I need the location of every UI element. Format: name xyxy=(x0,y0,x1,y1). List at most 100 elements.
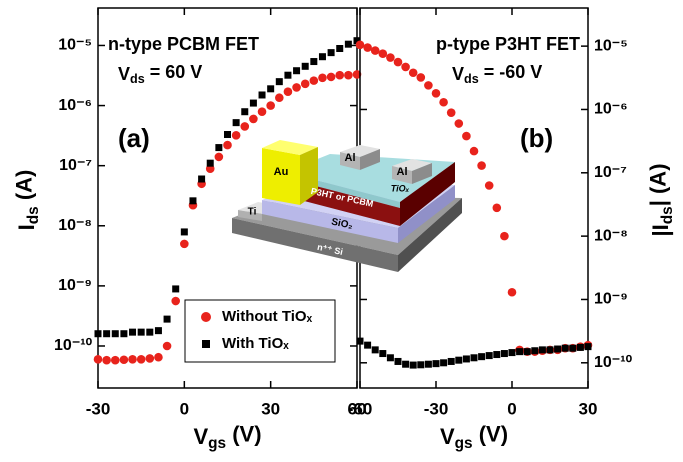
data-point xyxy=(172,285,179,292)
data-point xyxy=(180,240,189,249)
y-tick-label: 10⁻⁶ xyxy=(594,101,628,118)
data-point xyxy=(95,330,102,337)
data-point xyxy=(163,342,172,351)
data-point xyxy=(284,87,293,96)
data-point xyxy=(302,63,309,70)
data-point xyxy=(500,232,509,241)
data-point xyxy=(448,358,455,365)
data-point xyxy=(112,330,119,337)
data-point xyxy=(335,71,344,80)
inset-label: Al xyxy=(397,166,408,178)
text-part: V xyxy=(118,64,130,84)
inset-label: Al xyxy=(345,152,356,164)
data-point xyxy=(344,71,353,80)
data-point xyxy=(171,297,180,306)
text-part: | (A) xyxy=(645,163,670,206)
data-point xyxy=(275,93,284,102)
data-point xyxy=(249,115,258,124)
subscript: ds xyxy=(464,72,479,86)
data-point xyxy=(477,161,486,170)
data-point xyxy=(364,342,371,349)
data-point xyxy=(516,348,523,355)
data-point xyxy=(103,330,110,337)
data-point xyxy=(267,85,274,92)
data-point xyxy=(425,361,432,368)
subscript: ds xyxy=(25,206,42,224)
data-point xyxy=(462,132,471,141)
x-tick-label: -30 xyxy=(424,399,449,418)
data-point xyxy=(478,353,485,360)
y-tick-label: 10⁻¹⁰ xyxy=(594,354,633,371)
data-point xyxy=(531,347,538,354)
data-point xyxy=(224,131,231,138)
x-tick-label: 0 xyxy=(507,399,516,418)
device-inset: Au Al Al TiOₓ P3HT or PCBM SiO₂ Ti n⁺⁺ S… xyxy=(232,140,462,272)
x-tick-label: -60 xyxy=(348,399,373,418)
data-point xyxy=(198,176,205,183)
data-point xyxy=(463,355,470,362)
data-point xyxy=(319,53,326,60)
data-point xyxy=(128,355,137,364)
data-point xyxy=(410,362,417,369)
y-tick-label: 10⁻⁶ xyxy=(58,97,92,114)
text-part: (V) xyxy=(473,421,508,446)
subscript: gs xyxy=(208,435,226,452)
data-point xyxy=(417,361,424,368)
y-tick-label: 10⁻⁵ xyxy=(58,37,92,54)
data-point xyxy=(395,358,402,365)
y-axis-label: |Ids| (A) xyxy=(645,163,676,236)
data-point xyxy=(470,147,479,156)
data-point xyxy=(363,43,372,52)
data-point xyxy=(455,119,464,128)
data-point xyxy=(372,346,379,353)
data-point xyxy=(154,353,163,362)
data-point xyxy=(310,76,319,85)
data-point xyxy=(301,80,310,89)
y-tick-label: 10⁻⁷ xyxy=(59,157,92,174)
data-point xyxy=(129,329,136,336)
x-axis-label: Vgs (V) xyxy=(193,421,261,452)
text-part: (b) xyxy=(520,123,553,153)
data-point xyxy=(266,101,275,110)
data-point xyxy=(394,58,403,67)
data-point xyxy=(241,108,248,115)
data-point xyxy=(485,181,494,190)
data-point xyxy=(486,352,493,359)
legend-label: With TiOₓ xyxy=(222,335,289,352)
y-tick-label: 10⁻⁸ xyxy=(594,227,628,244)
data-point xyxy=(310,58,317,65)
data-point xyxy=(379,49,388,58)
data-point xyxy=(327,73,336,82)
data-point xyxy=(433,360,440,367)
data-point xyxy=(547,346,554,353)
data-point xyxy=(293,67,300,74)
x-tick-label: -30 xyxy=(86,399,111,418)
data-point xyxy=(336,45,343,52)
data-point xyxy=(137,355,146,364)
data-point xyxy=(402,361,409,368)
data-point xyxy=(181,228,188,235)
panel-title: p-type P3HT FET xyxy=(436,34,580,54)
annotation: (a) xyxy=(118,123,150,153)
data-point xyxy=(371,46,380,55)
y-axis-label: Ids (A) xyxy=(11,170,42,231)
text-part: |I xyxy=(648,224,673,236)
text-part: V xyxy=(193,424,208,449)
text-part: V xyxy=(452,64,464,84)
data-point xyxy=(424,81,433,90)
data-point xyxy=(233,119,240,126)
data-point xyxy=(387,354,394,361)
data-point xyxy=(509,349,516,356)
data-point xyxy=(379,350,386,357)
data-point xyxy=(189,197,196,204)
data-point xyxy=(577,344,584,351)
text-part: (V) xyxy=(226,421,261,446)
y-tick-label: 10⁻⁵ xyxy=(594,37,628,54)
data-point xyxy=(455,357,462,364)
text-part: (a) xyxy=(118,123,150,153)
text-part: = -60 V xyxy=(479,62,543,82)
data-point xyxy=(276,78,283,85)
data-point xyxy=(409,68,418,77)
x-axis-label: Vgs (V) xyxy=(440,421,508,452)
data-point xyxy=(138,329,145,336)
